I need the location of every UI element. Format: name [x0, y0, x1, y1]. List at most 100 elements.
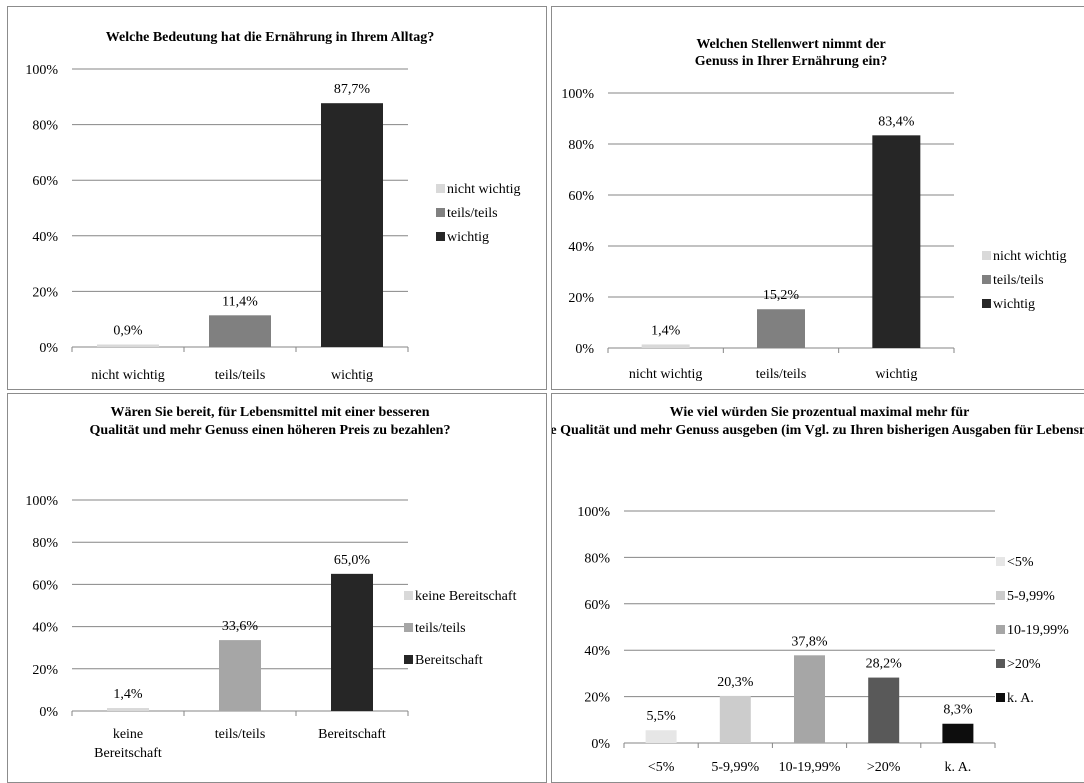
chart-mehrausgaben: Wie viel würden Sie prozentual maximal m…	[552, 405, 1084, 775]
y-tick-label: 40%	[32, 621, 58, 636]
legend-swatch	[996, 659, 1005, 668]
y-tick-label: 40%	[568, 240, 594, 255]
x-category-label: <5%	[648, 760, 675, 775]
bar	[868, 677, 900, 743]
x-category-label: keine	[113, 727, 143, 742]
chart-ernaehrung-bedeutung: Welche Bedeutung hat die Ernährung in Ih…	[25, 30, 521, 383]
legend-label: >20%	[1007, 657, 1041, 672]
bar	[219, 640, 261, 711]
data-label: 5,5%	[647, 709, 677, 724]
bar	[719, 695, 751, 743]
legend-label: nicht wichtig	[993, 249, 1067, 264]
x-category-label: teils/teils	[215, 727, 266, 742]
bar	[794, 655, 825, 743]
y-tick-label: 20%	[568, 291, 594, 306]
x-category-label: 10-19,99%	[779, 760, 841, 775]
data-label: 1,4%	[113, 687, 143, 702]
chart-title-line: Qualität und mehr Genuss einen höheren P…	[90, 423, 451, 438]
chart-panel-ernaehrung-bedeutung: Welche Bedeutung hat die Ernährung in Ih…	[7, 6, 547, 390]
y-tick-label: 40%	[584, 644, 610, 659]
bar	[107, 708, 149, 711]
legend-swatch	[404, 623, 413, 632]
chart-title-line: Wie viel würden Sie prozentual maximal m…	[670, 405, 970, 420]
y-tick-label: 60%	[32, 174, 58, 189]
y-tick-label: 80%	[584, 551, 610, 566]
x-category-label: nicht wichtig	[629, 367, 703, 382]
y-tick-label: 0%	[591, 737, 610, 752]
bar	[209, 315, 271, 347]
y-tick-label: 100%	[25, 63, 58, 78]
data-label: 1,4%	[651, 323, 681, 338]
y-tick-label: 60%	[568, 189, 594, 204]
x-category-label: teils/teils	[756, 367, 807, 382]
legend-label: teils/teils	[415, 621, 466, 636]
x-category-label: k. A.	[944, 760, 971, 775]
chart-title-line: Wären Sie bereit, für Lebensmittel mit e…	[110, 405, 429, 420]
x-category-label: wichtig	[875, 367, 917, 382]
legend-swatch	[996, 591, 1005, 600]
legend-swatch	[404, 591, 413, 600]
legend-label: wichtig	[447, 230, 489, 245]
data-label: 11,4%	[222, 294, 258, 309]
chart-title-line: Welche Bedeutung hat die Ernährung in Ih…	[106, 30, 434, 45]
bar	[641, 344, 690, 348]
y-tick-label: 100%	[577, 505, 610, 520]
y-tick-label: 0%	[39, 705, 58, 720]
x-category-label: 5-9,99%	[711, 760, 759, 775]
legend-label: k. A.	[1007, 691, 1034, 706]
legend-swatch	[982, 275, 991, 284]
y-tick-label: 40%	[32, 230, 58, 245]
legend-swatch	[436, 208, 445, 217]
chart-panel-preis-bereitschaft: Wären Sie bereit, für Lebensmittel mit e…	[7, 393, 547, 783]
legend-swatch	[996, 625, 1005, 634]
bar	[942, 723, 974, 743]
legend-swatch	[436, 232, 445, 241]
x-category-label: wichtig	[331, 368, 373, 383]
bar	[331, 573, 373, 711]
data-label: 33,6%	[222, 619, 259, 634]
y-tick-label: 0%	[575, 342, 594, 357]
y-tick-label: 80%	[32, 536, 58, 551]
data-label: 15,2%	[763, 288, 800, 303]
legend-label: nicht wichtig	[447, 182, 521, 197]
legend-label: Bereitschaft	[415, 653, 483, 668]
data-label: 20,3%	[717, 675, 754, 690]
chart-title-line: Genuss in Ihrer Ernährung ein?	[695, 54, 887, 69]
y-tick-label: 100%	[25, 494, 58, 509]
legend-swatch	[996, 693, 1005, 702]
y-tick-label: 0%	[39, 341, 58, 356]
y-tick-label: 20%	[584, 691, 610, 706]
x-category-label: nicht wichtig	[91, 368, 165, 383]
x-category-label: Bereitschaft	[94, 746, 162, 761]
legend-label: wichtig	[993, 297, 1035, 312]
x-category-label: >20%	[867, 760, 901, 775]
data-label: 8,3%	[943, 703, 973, 718]
legend-swatch	[404, 655, 413, 664]
x-category-label: Bereitschaft	[318, 727, 386, 742]
y-tick-label: 80%	[568, 138, 594, 153]
bar	[872, 135, 921, 348]
data-label: 83,4%	[878, 114, 915, 129]
y-tick-label: 20%	[32, 663, 58, 678]
data-label: 65,0%	[334, 553, 371, 568]
chart-panel-genuss-stellenwert: Welchen Stellenwert nimmt der Genuss in I…	[551, 6, 1084, 390]
legend-swatch	[996, 557, 1005, 566]
chart-title-line: bessere Qualität und mehr Genuss ausgebe…	[552, 423, 1084, 438]
legend-label: teils/teils	[993, 273, 1044, 288]
data-label: 87,7%	[334, 82, 371, 97]
y-tick-label: 20%	[32, 285, 58, 300]
legend-label: 10-19,99%	[1007, 623, 1069, 638]
y-tick-label: 60%	[32, 578, 58, 593]
y-tick-label: 60%	[584, 598, 610, 613]
chart-title-line: Welchen Stellenwert nimmt der	[696, 37, 885, 52]
bar	[321, 103, 383, 347]
chart-panel-mehrausgaben: Wie viel würden Sie prozentual maximal m…	[551, 393, 1084, 783]
legend-label: 5-9,99%	[1007, 589, 1055, 604]
bar	[645, 730, 677, 743]
legend-swatch	[982, 299, 991, 308]
bar	[97, 344, 159, 347]
data-label: 37,8%	[791, 634, 828, 649]
y-tick-label: 80%	[32, 119, 58, 134]
legend-label: keine Bereitschaft	[415, 589, 517, 604]
chart-preis-bereitschaft: Wären Sie bereit, für Lebensmittel mit e…	[25, 405, 517, 761]
